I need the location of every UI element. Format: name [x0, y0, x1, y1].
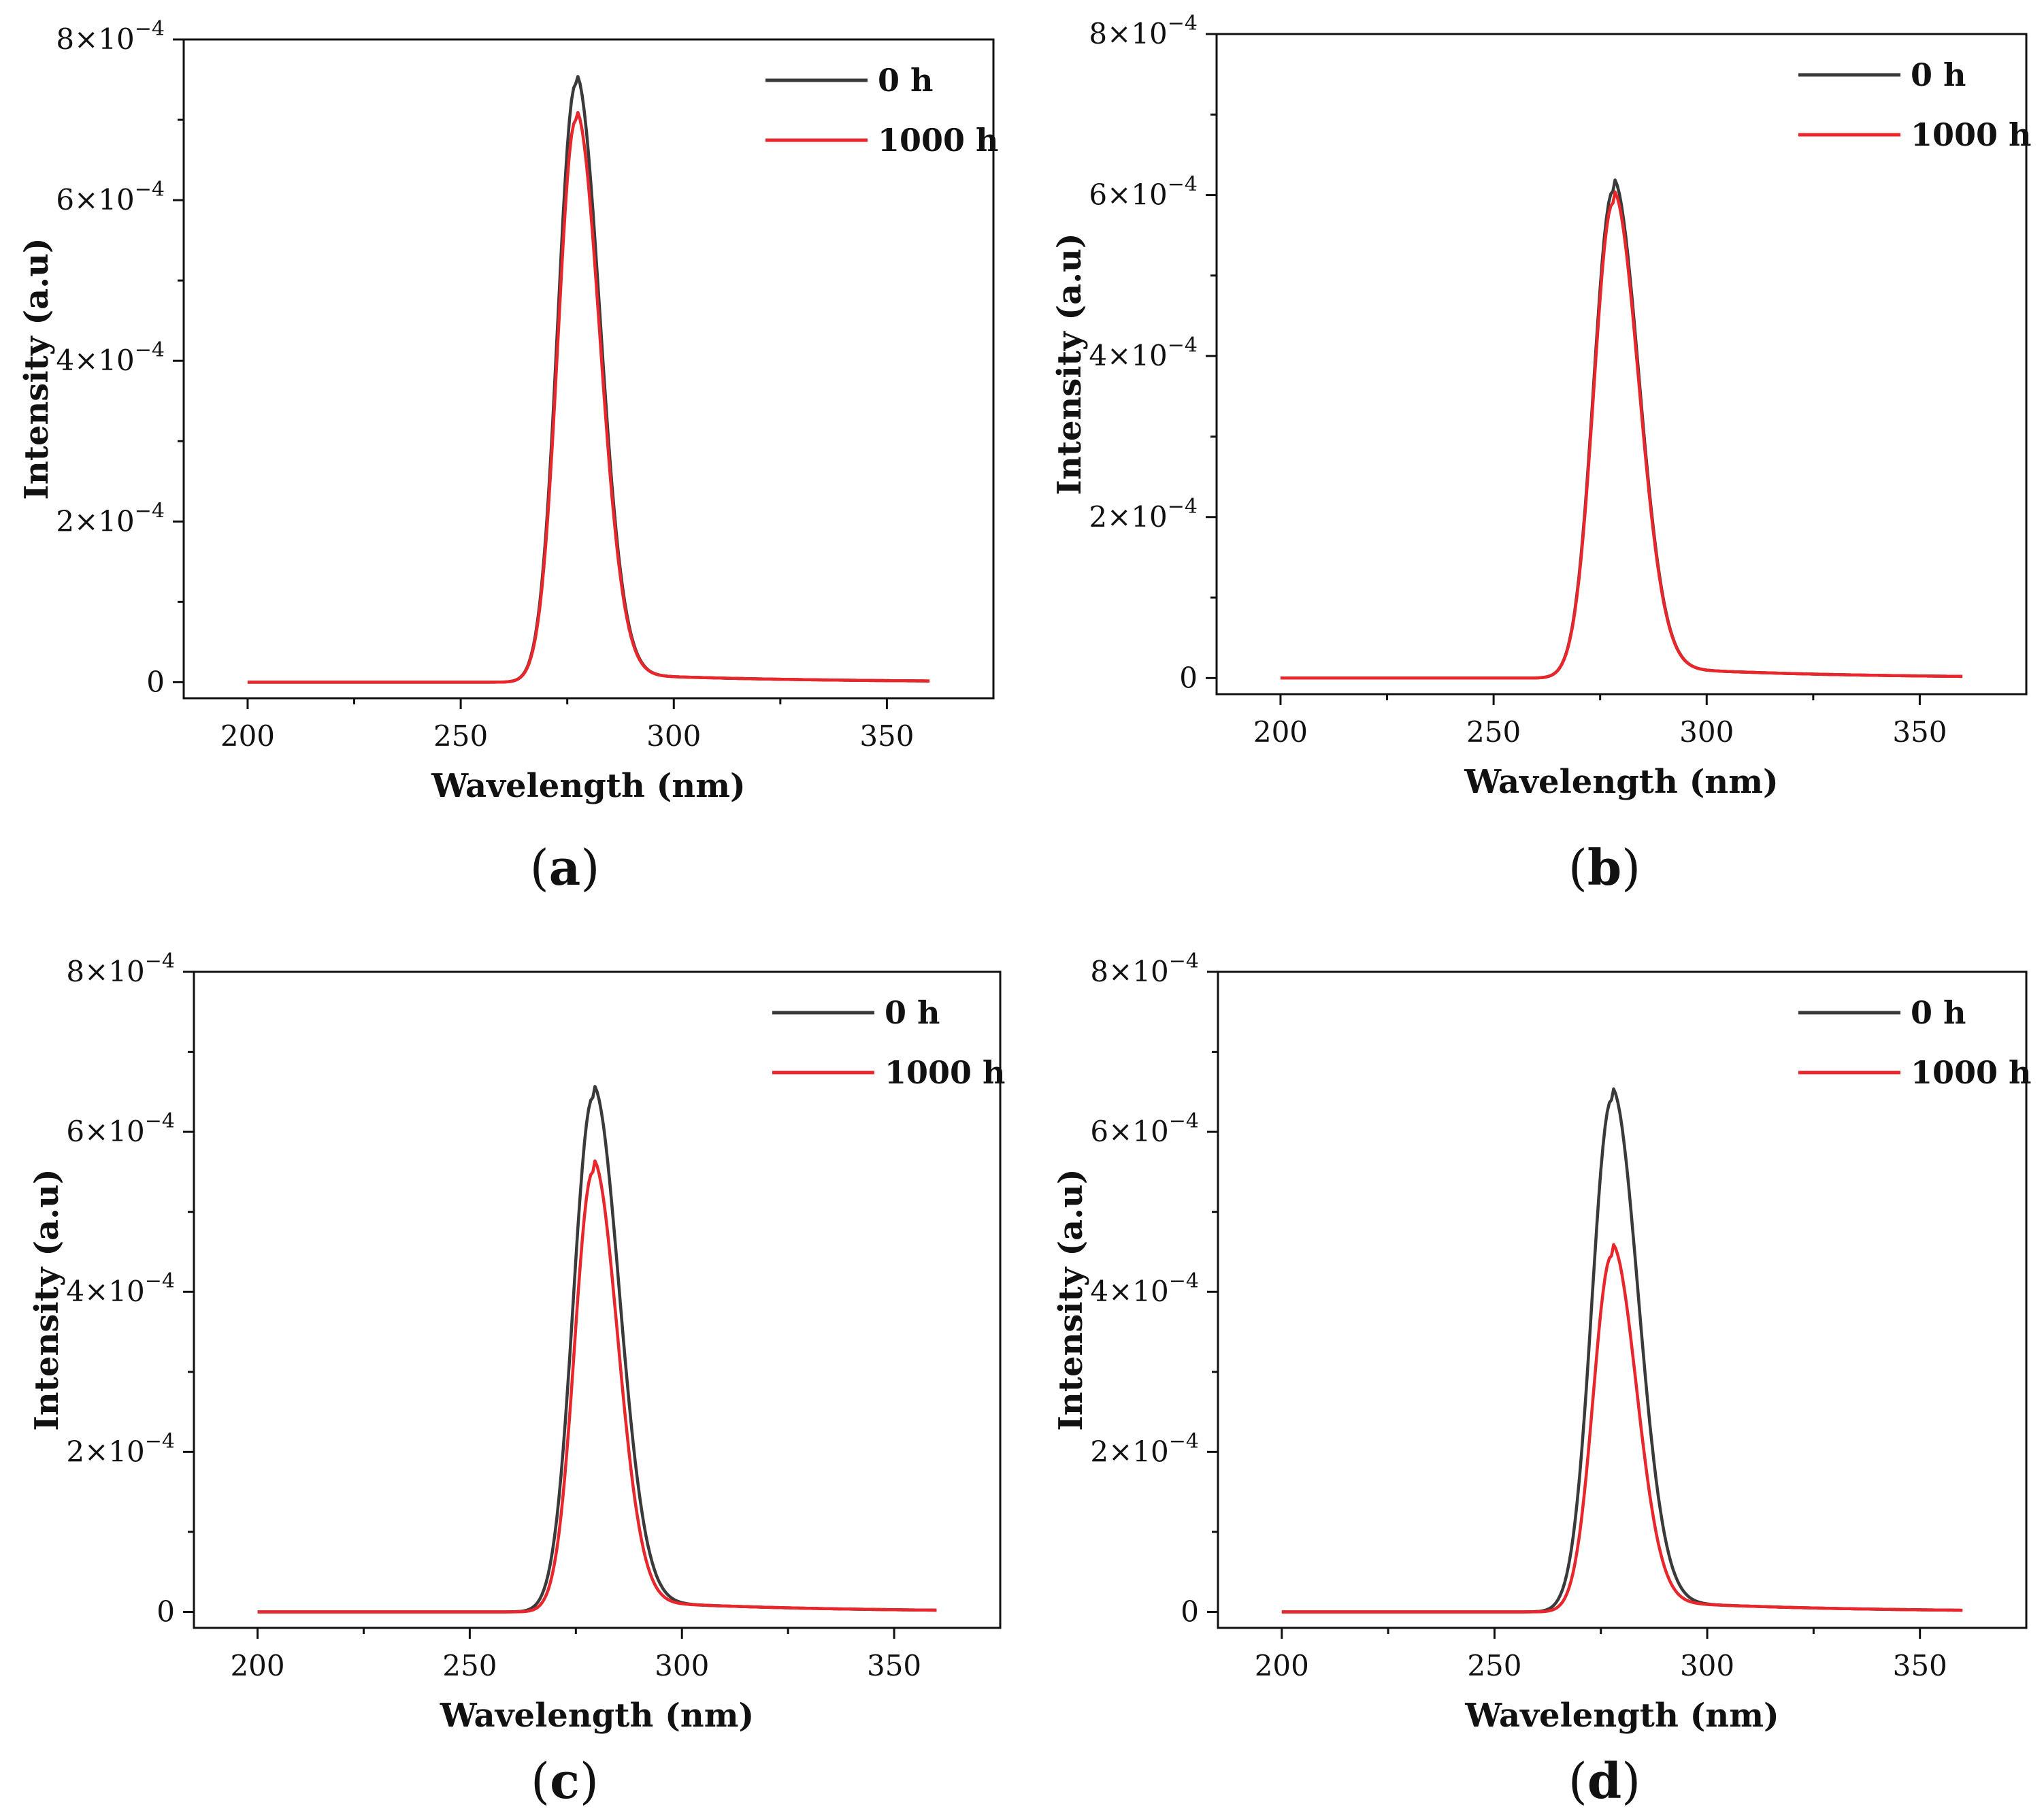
chart-panel-b: 200 250 300 350 0 2×10−4 4×10−4 6×10−4 8×10−4 Wav…: [1051, 12, 2032, 896]
y-tick-label: 4×10−4: [1089, 333, 1198, 372]
plot-frame: [182, 38, 995, 700]
y-tick-label: 6×10−4: [56, 178, 165, 216]
y-tick-label: 0: [156, 1595, 175, 1628]
x-axis-title: Wavelength (nm): [1464, 1697, 1779, 1735]
series-line-0h: [247, 75, 930, 684]
y-tick-label: 4×10−4: [66, 1269, 175, 1308]
x-axis-title: Wavelength (nm): [1464, 763, 1778, 801]
panel-caption: (d): [1568, 1752, 1641, 1810]
legend-label: 0 h: [1911, 56, 1966, 93]
y-tick-label: 2×10−4: [1089, 495, 1198, 534]
panel-caption: (a): [530, 838, 600, 896]
panel-caption: (c): [531, 1752, 599, 1810]
y-tick-label: 0: [1179, 661, 1198, 694]
legend-label: 0 h: [1911, 994, 1966, 1031]
x-tick-label: 250: [442, 1649, 497, 1682]
x-tick-label: 250: [433, 719, 488, 753]
y-tick-label: 8×10−4: [1090, 949, 1199, 988]
x-tick-label: 200: [220, 719, 275, 753]
y-axis-title: Intensity (a.u): [1052, 1169, 1090, 1431]
x-tick-label: 200: [1255, 1649, 1309, 1682]
x-tick-label: 200: [230, 1649, 284, 1682]
y-tick-label: 8×10−4: [1089, 12, 1198, 50]
plot-frame: [193, 970, 1002, 1629]
y-tick-label: 6×10−4: [1089, 173, 1198, 212]
y-tick-label: 6×10−4: [66, 1109, 175, 1148]
x-tick-label: 300: [1680, 1649, 1734, 1682]
legend-label: 0 h: [885, 994, 940, 1031]
chart-panel-d: 200 250 300 350 0 2×10−4 4×10−4 6×10−4 8×10−4 Wav…: [1052, 949, 2032, 1810]
legend-label: 1000 h: [878, 122, 999, 159]
y-tick-label: 8×10−4: [56, 17, 165, 56]
y-tick-label: 4×10−4: [1090, 1269, 1199, 1308]
y-tick-label: 0: [1181, 1595, 1199, 1628]
plot-frame: [1217, 970, 2028, 1629]
legend-label: 1000 h: [1911, 116, 2032, 153]
series-line-0h: [1280, 178, 1963, 680]
x-tick-label: 350: [1893, 1649, 1947, 1682]
x-tick-label: 300: [646, 719, 701, 753]
series-line-1000h: [1280, 190, 1963, 680]
plot-frame: [1215, 33, 2028, 696]
x-tick-label: 300: [1679, 715, 1734, 749]
x-tick-label: 350: [867, 1649, 921, 1682]
x-tick-label: 250: [1467, 1649, 1521, 1682]
y-tick-label: 8×10−4: [66, 949, 175, 988]
x-tick-label: 350: [1892, 715, 1947, 749]
y-tick-label: 0: [146, 665, 165, 698]
x-tick-label: 350: [859, 719, 914, 753]
legend-label: 1000 h: [1911, 1054, 2032, 1091]
series-line-1000h: [247, 111, 930, 684]
legend-label: 0 h: [878, 62, 933, 99]
chart-panel-c: 200 250 300 350 0 2×10−4 4×10−4 6×10−4 8×10−4 Wav…: [28, 949, 1006, 1810]
chart-panel-a: 200 250 300 350 0 2×10−4 4×10−4 6×10−4 8×10−4 Wav…: [18, 17, 999, 896]
series-line-0h: [1281, 1087, 1963, 1614]
y-axis-title: Intensity (a.u): [1051, 233, 1089, 495]
y-tick-label: 2×10−4: [66, 1429, 175, 1468]
x-tick-label: 300: [655, 1649, 709, 1682]
x-axis-title: Wavelength (nm): [440, 1697, 754, 1735]
y-axis-title: Intensity (a.u): [18, 238, 56, 500]
y-tick-label: 4×10−4: [56, 338, 165, 377]
panel-caption: (b): [1568, 838, 1641, 896]
series-line-1000h: [1281, 1243, 1963, 1614]
series-line-1000h: [257, 1159, 937, 1614]
y-tick-label: 2×10−4: [1090, 1429, 1199, 1468]
y-axis-title: Intensity (a.u): [28, 1169, 66, 1431]
x-tick-label: 250: [1466, 715, 1521, 749]
legend-label: 1000 h: [885, 1054, 1006, 1091]
x-axis-title: Wavelength (nm): [431, 767, 745, 805]
y-tick-label: 6×10−4: [1090, 1109, 1199, 1148]
y-tick-label: 2×10−4: [56, 499, 165, 538]
x-tick-label: 200: [1253, 715, 1308, 749]
